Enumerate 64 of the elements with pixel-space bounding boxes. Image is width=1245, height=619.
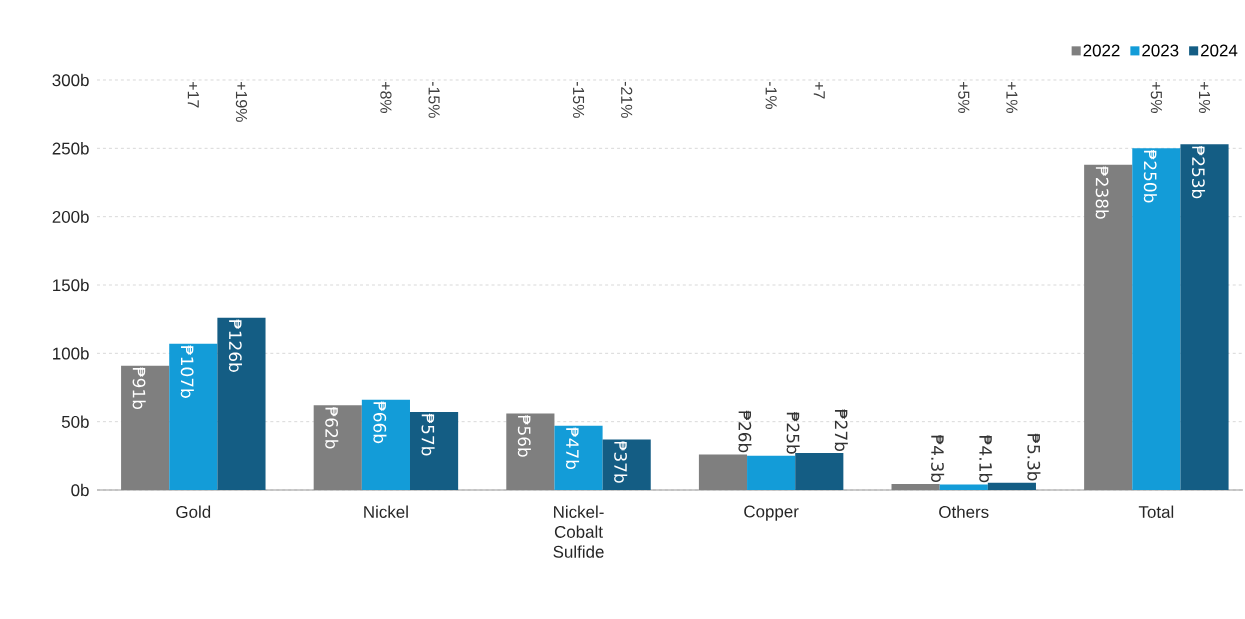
x-tick-label: Total: [1138, 505, 1174, 518]
data-label: ₱253b: [1191, 145, 1206, 199]
data-label: ₱126b: [228, 319, 243, 372]
annotation: -15%: [428, 81, 440, 118]
bar: [554, 425, 603, 490]
x-tick-label: Gold: [176, 505, 211, 518]
data-label: ₱4.1b: [979, 435, 993, 483]
data-label: ₱25b: [786, 412, 800, 454]
bar: [409, 412, 459, 490]
bar: [698, 454, 748, 490]
data-label: ₱250b: [1143, 150, 1157, 203]
y-tick-label: 150b: [53, 278, 89, 292]
annotation: +1%: [1006, 81, 1018, 113]
x-tick-label: Others: [939, 505, 989, 518]
bar: [506, 413, 555, 490]
data-label: ₱26b: [738, 410, 752, 453]
annotation: +19%: [235, 81, 248, 122]
data-label: ₱107b: [180, 345, 194, 398]
data-label: ₱5.3b: [1027, 433, 1041, 481]
legend-label: 2022: [1083, 44, 1120, 57]
bar: [891, 484, 940, 490]
data-label: ₱66b: [373, 401, 387, 444]
bar: [747, 455, 796, 490]
bar: [313, 405, 362, 490]
data-label: ₱62b: [325, 407, 339, 449]
y-tick-label: 250b: [52, 142, 89, 155]
annotation: +1%: [1198, 81, 1211, 113]
bar: [217, 317, 266, 490]
annotation: +5%: [1150, 81, 1162, 113]
y-tick-label: 300b: [52, 73, 89, 87]
data-label: ₱47b: [565, 427, 580, 470]
data-label: ₱37b: [614, 441, 628, 483]
bar: [1132, 148, 1181, 490]
annotation: +5%: [958, 81, 970, 113]
bar: [361, 399, 410, 490]
y-tick-label: 0b: [71, 483, 89, 497]
annotation: -15%: [572, 81, 585, 118]
bar: [121, 365, 170, 490]
annotation: +17: [187, 81, 199, 108]
bar: [602, 439, 651, 490]
annotation: +7: [813, 81, 825, 99]
y-tick-label: 100b: [53, 347, 89, 360]
bar: [987, 482, 1036, 490]
annotation: -1%: [765, 81, 777, 109]
data-label: ₱27b: [834, 409, 848, 451]
bar: [939, 484, 988, 490]
annotation: -21%: [621, 81, 633, 118]
data-label: ₱91b: [132, 367, 146, 409]
bar: [1084, 164, 1133, 490]
bar: [169, 343, 218, 490]
bar: [1180, 144, 1229, 490]
data-label: ₱238b: [1095, 166, 1109, 219]
legend-label: 2023: [1142, 44, 1179, 57]
data-label: ₱4.3b: [931, 435, 945, 482]
y-tick-label: 50b: [61, 415, 89, 428]
y-tick-label: 200b: [52, 210, 89, 223]
x-tick-label: Nickel: [364, 505, 408, 518]
x-tick-label: Nickel-Cobalt Sulfide: [553, 505, 604, 558]
annotation: +8%: [380, 81, 392, 113]
bar: [795, 453, 844, 490]
x-tick-label: Copper: [744, 505, 799, 521]
legend-label: 2024: [1201, 44, 1238, 57]
data-label: ₱56b: [517, 415, 531, 457]
data-label: ₱57b: [421, 413, 435, 456]
